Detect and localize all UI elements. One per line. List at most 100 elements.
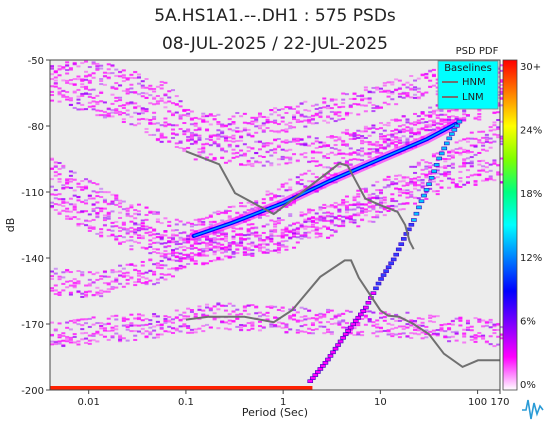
density-cell bbox=[352, 221, 357, 224]
density-cell bbox=[140, 272, 145, 275]
density-cell bbox=[273, 305, 278, 308]
density-cell bbox=[397, 180, 402, 183]
density-cell bbox=[382, 90, 387, 93]
density-cell bbox=[447, 115, 452, 118]
density-cell bbox=[341, 105, 346, 108]
density-cell bbox=[186, 327, 191, 330]
density-cell bbox=[405, 311, 410, 314]
density-cell bbox=[261, 313, 266, 316]
density-cell bbox=[371, 143, 376, 146]
density-cell bbox=[133, 91, 138, 94]
density-cell bbox=[178, 114, 183, 117]
density-cell bbox=[390, 197, 395, 200]
density-cell bbox=[269, 219, 274, 222]
density-cell bbox=[450, 109, 455, 112]
density-cell bbox=[159, 132, 164, 135]
density-cell bbox=[314, 112, 319, 115]
density-cell bbox=[401, 180, 406, 183]
density-cell bbox=[95, 293, 100, 296]
density-cell bbox=[136, 210, 141, 213]
density-cell bbox=[102, 75, 107, 78]
density-cell bbox=[261, 246, 266, 249]
density-cell bbox=[401, 202, 406, 205]
density-cell bbox=[428, 123, 433, 126]
density-cell bbox=[462, 158, 467, 161]
density-cell bbox=[178, 232, 183, 235]
density-cell bbox=[65, 178, 70, 181]
density-cell bbox=[106, 112, 111, 115]
density-cell bbox=[397, 92, 402, 95]
density-cell bbox=[276, 222, 281, 225]
density-cell bbox=[443, 160, 448, 163]
density-cell bbox=[68, 217, 73, 220]
density-cell bbox=[273, 119, 278, 122]
density-cell bbox=[163, 319, 168, 322]
density-cell bbox=[390, 180, 395, 183]
density-cell bbox=[314, 151, 319, 154]
density-cell bbox=[299, 178, 304, 181]
density-cell bbox=[246, 163, 251, 166]
density-cell bbox=[186, 221, 191, 224]
density-cell bbox=[292, 126, 297, 129]
density-cell bbox=[246, 252, 251, 255]
density-cell bbox=[129, 220, 134, 223]
density-cell bbox=[413, 202, 418, 205]
density-cell bbox=[110, 115, 115, 118]
density-cell bbox=[416, 133, 421, 136]
density-cell bbox=[50, 178, 54, 181]
density-cell bbox=[121, 69, 126, 72]
density-cell bbox=[118, 110, 123, 113]
density-cell bbox=[121, 112, 126, 115]
spike-mark bbox=[347, 325, 354, 330]
density-cell bbox=[295, 230, 300, 233]
density-cell bbox=[488, 318, 493, 321]
density-cell bbox=[424, 121, 429, 124]
density-cell bbox=[360, 142, 365, 145]
density-cell bbox=[65, 210, 70, 213]
density-cell bbox=[299, 306, 304, 309]
density-cell bbox=[314, 217, 319, 220]
density-cell bbox=[314, 232, 319, 235]
density-cell bbox=[322, 106, 327, 109]
density-cell bbox=[152, 273, 157, 276]
density-cell bbox=[314, 236, 319, 239]
density-cell bbox=[390, 135, 395, 138]
density-cell bbox=[322, 206, 327, 209]
density-cell bbox=[378, 197, 383, 200]
density-cell bbox=[424, 72, 429, 75]
density-cell bbox=[136, 112, 141, 115]
density-cell bbox=[140, 92, 145, 95]
density-cell bbox=[193, 134, 198, 137]
density-cell bbox=[465, 137, 470, 140]
density-cell bbox=[99, 80, 104, 83]
density-cell bbox=[288, 121, 293, 124]
density-cell bbox=[239, 227, 244, 230]
density-cell bbox=[159, 324, 164, 327]
density-cell bbox=[333, 315, 338, 318]
density-cell bbox=[348, 105, 353, 108]
density-cell bbox=[208, 136, 213, 139]
density-cell bbox=[129, 101, 134, 104]
density-cell bbox=[333, 120, 338, 123]
density-cell bbox=[84, 92, 89, 95]
density-cell bbox=[178, 127, 183, 130]
density-cell bbox=[216, 241, 221, 244]
density-cell bbox=[273, 243, 278, 246]
density-cell bbox=[420, 337, 425, 340]
density-cell bbox=[473, 179, 478, 182]
density-cell bbox=[110, 210, 115, 213]
density-cell bbox=[378, 189, 383, 192]
x-tick-label: 170 bbox=[490, 397, 509, 408]
density-cell bbox=[295, 111, 300, 114]
density-cell bbox=[500, 69, 504, 72]
density-cell bbox=[469, 156, 474, 159]
density-cell bbox=[386, 178, 391, 181]
density-cell bbox=[68, 186, 73, 189]
density-cell bbox=[397, 130, 402, 133]
density-cell bbox=[409, 129, 414, 132]
density-cell bbox=[212, 251, 217, 254]
density-cell bbox=[280, 234, 285, 237]
density-cell bbox=[95, 332, 100, 335]
density-cell bbox=[80, 92, 85, 95]
legend-title: Baselines bbox=[444, 63, 492, 74]
